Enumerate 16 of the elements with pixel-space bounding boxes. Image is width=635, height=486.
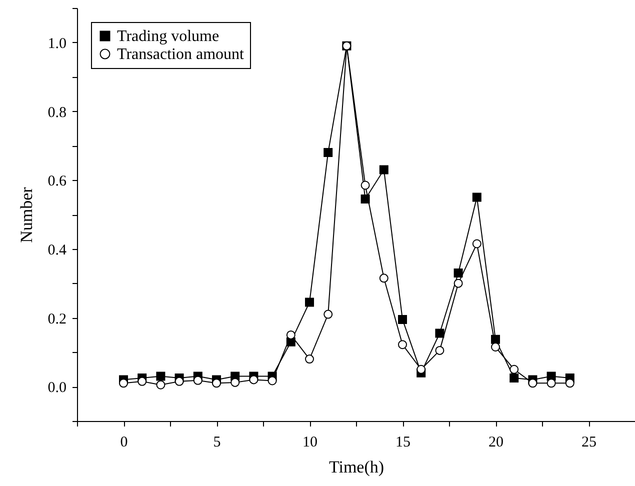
y-tick-label: 1.0 [48, 36, 66, 52]
y-tick-label: 0.0 [48, 380, 66, 396]
x-tick-label: 5 [213, 434, 221, 450]
x-tick-label: 15 [396, 434, 410, 450]
x-tick-label: 0 [120, 434, 128, 450]
y-tick-label: 0.8 [48, 104, 66, 121]
x-tick-label: 20 [488, 434, 504, 450]
y-axis-title: Number [16, 186, 36, 243]
y-tick-label: 0.2 [48, 311, 66, 328]
x-axis-title: Time(h) [328, 458, 384, 476]
legend-label: Trading volume [117, 28, 220, 45]
legend-label: Transaction amount [117, 46, 245, 63]
y-tick-label: 0.4 [48, 242, 67, 258]
y-tick-label: 0.6 [48, 174, 67, 190]
x-tick-label: 10 [302, 434, 318, 450]
x-tick-label: 25 [582, 434, 596, 450]
